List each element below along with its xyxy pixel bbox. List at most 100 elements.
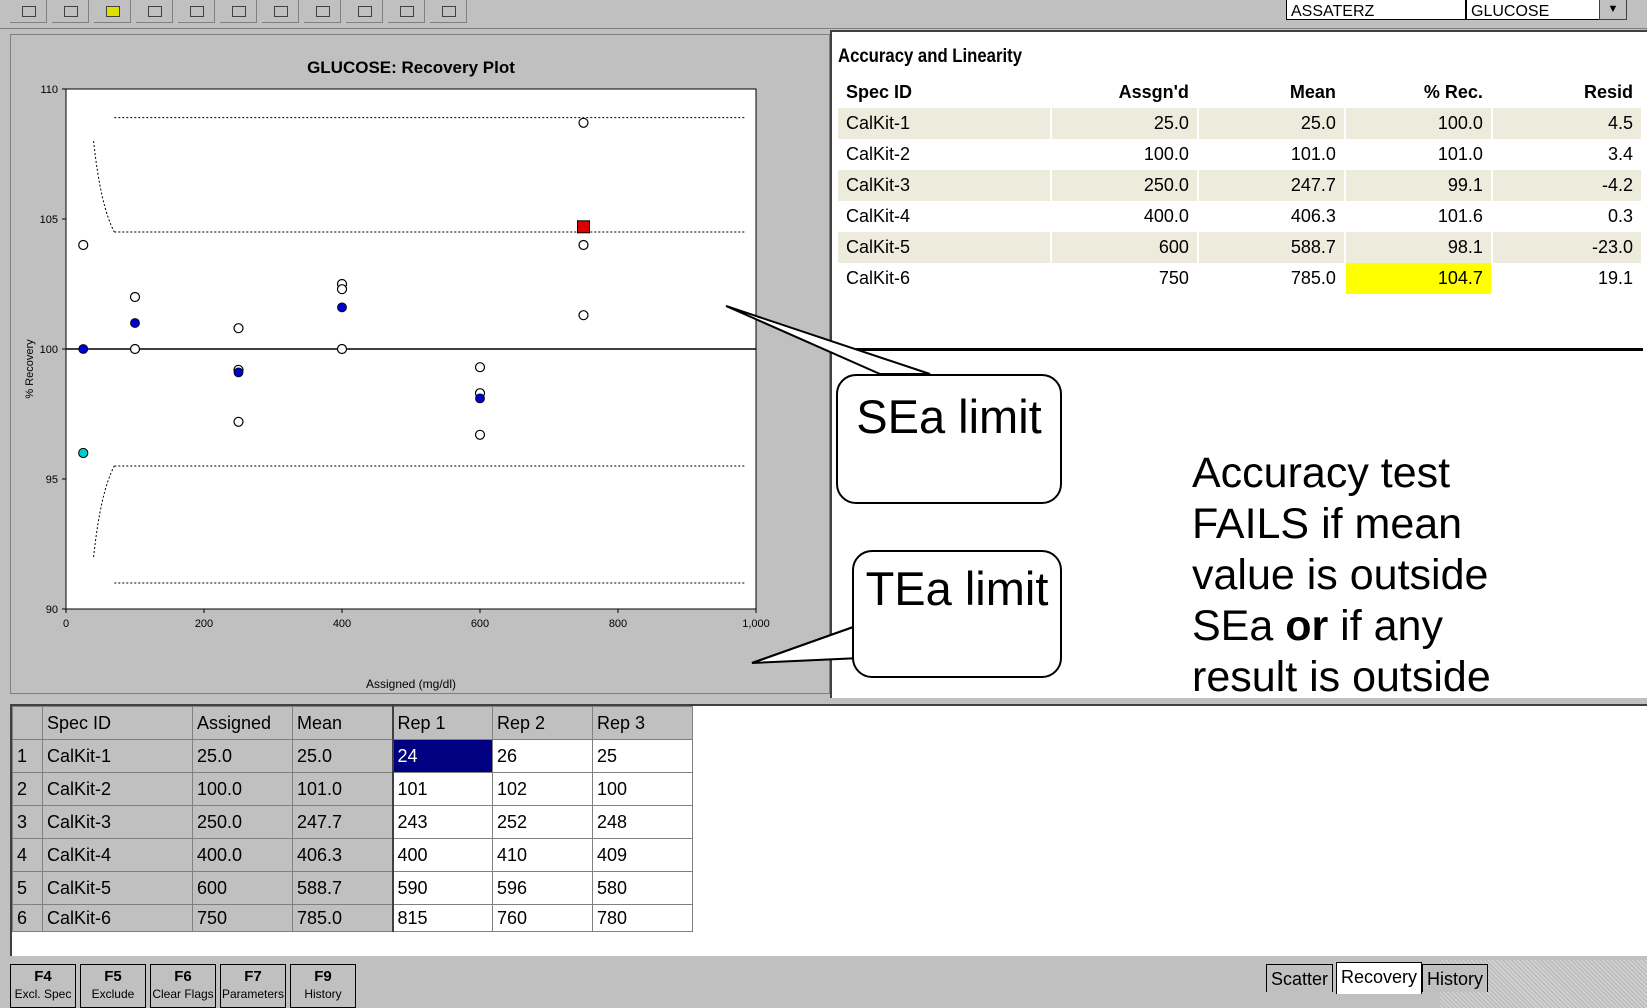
grid-header-cell[interactable]: Rep 1	[392, 706, 493, 740]
grid-header-row: Spec ID Assigned Mean Rep 1 Rep 2 Rep 3	[12, 706, 693, 740]
fkey-label: History	[304, 987, 342, 1001]
accuracy-cell: 750	[1050, 263, 1199, 294]
sea-lower-flare	[93, 465, 115, 558]
preview-icon[interactable]	[262, 0, 299, 23]
sea-upper-flare	[93, 140, 115, 233]
accuracy-header-cell: Assgn'd	[1050, 76, 1199, 108]
grid-header-cell[interactable]: Rep 2	[492, 706, 593, 740]
tab-scatter[interactable]: Scatter	[1266, 964, 1334, 992]
fkey-f5-button[interactable]: F5 Exclude	[80, 964, 146, 1008]
replicate-input-cell[interactable]: 780	[592, 904, 693, 932]
replicate-input-cell[interactable]: 580	[592, 871, 693, 905]
accuracy-cell: 600	[1050, 232, 1199, 263]
chevron-down-icon[interactable]: ▼	[1599, 0, 1627, 20]
mean-point	[337, 302, 347, 313]
accuracy-row: CalKit-1 25.0 25.0 100.0 4.5	[838, 108, 1644, 139]
analyzer-select[interactable]: ASSATERZ	[1286, 0, 1466, 20]
fkey-f9-button[interactable]: F9 History	[290, 964, 356, 1008]
fkey-key: F7	[244, 968, 262, 985]
grid-cell: 250.0	[192, 805, 293, 839]
grid-header-cell[interactable]	[12, 706, 43, 740]
tab-recovery[interactable]: Recovery	[1336, 962, 1423, 994]
arrow-icon[interactable]	[388, 0, 425, 23]
grid-cell: 785.0	[292, 904, 394, 932]
x-tick-label: 200	[195, 618, 213, 630]
replicate-point	[78, 239, 89, 251]
grid-cell: 4	[12, 838, 43, 872]
accuracy-table: Spec ID Assgn'd Mean% Rec. Resid CalKit-1 25.…	[838, 76, 1644, 294]
replicate-point	[578, 117, 589, 128]
copy-icon[interactable]	[178, 0, 215, 23]
replicate-input-cell[interactable]: 25	[592, 739, 693, 773]
x-tick-label: 0	[63, 618, 69, 630]
fkey-label: Parameters	[221, 987, 285, 1001]
tea-callout-text: TEa limit	[865, 562, 1049, 615]
fkey-f7-button[interactable]: F7 Parameters	[220, 964, 286, 1008]
replicate-point	[578, 310, 589, 321]
table-icon[interactable]	[304, 0, 341, 23]
replicate-input-cell[interactable]: 248	[592, 805, 693, 839]
grid-row: 3 CalKit-3 250.0 247.7 243 252 248	[12, 805, 693, 839]
replicate-input-cell[interactable]: 100	[592, 772, 693, 806]
accuracy-cell: CalKit-4	[838, 201, 1052, 232]
fkey-label: Excl. Spec	[14, 987, 72, 1001]
replicate-input-cell[interactable]: 243	[392, 805, 493, 839]
replicate-input-cell[interactable]: 252	[492, 805, 593, 839]
grid-header-cell[interactable]: Rep 3	[592, 706, 693, 740]
grid-header-cell[interactable]: Assigned	[192, 706, 293, 740]
replicate-input-cell[interactable]: 101	[392, 772, 493, 806]
new-icon[interactable]	[10, 0, 47, 23]
replicate-input-cell[interactable]: 24	[392, 739, 493, 773]
grid-cell: CalKit-3	[42, 805, 193, 839]
replicate-point	[129, 343, 141, 355]
accuracy-cell: 100.0	[1050, 139, 1199, 170]
grid-cell: 588.7	[292, 871, 394, 905]
grid-cell: 3	[12, 805, 43, 839]
grid-icon[interactable]	[136, 0, 173, 23]
print-icon[interactable]	[220, 0, 257, 23]
calc-icon[interactable]	[346, 0, 383, 23]
replicate-input-cell[interactable]: 409	[592, 838, 693, 872]
accuracy-cell: 25.0	[1050, 108, 1199, 139]
help-icon[interactable]	[430, 0, 467, 23]
sea-callout: SEa limit	[836, 374, 1062, 504]
grid-header-cell[interactable]: Spec ID	[42, 706, 193, 740]
chart-title: GLUCOSE: Recovery Plot	[307, 58, 515, 77]
accuracy-cell: 101.0	[1197, 139, 1346, 170]
accuracy-cell: CalKit-3	[838, 170, 1052, 201]
replicate-input-cell[interactable]: 102	[492, 772, 593, 806]
fkey-f4-button[interactable]: F4 Excl. Spec	[10, 964, 76, 1008]
replicate-input-cell[interactable]: 26	[492, 739, 593, 773]
fkey-key: F6	[174, 968, 192, 985]
grid-row: 2 CalKit-2 100.0 101.0 101 102 100	[12, 772, 693, 806]
mean-point	[78, 344, 89, 354]
tea-callout: TEa limit	[852, 550, 1062, 678]
divider	[838, 348, 1643, 351]
replicate-point	[474, 362, 486, 373]
mean-point	[130, 318, 140, 328]
accuracy-row: CalKit-2 100.0 101.0 101.0 3.4	[838, 139, 1644, 170]
fkey-f6-button[interactable]: F6 Clear Flags	[150, 964, 216, 1008]
accuracy-cell: 101.6	[1344, 201, 1493, 232]
highlighted-cell: 104.7	[1344, 263, 1493, 294]
replicate-input-cell[interactable]: 760	[492, 904, 593, 932]
replicate-point	[474, 429, 486, 440]
analyte-select[interactable]: GLUCOSE	[1466, 0, 1600, 20]
replicate-input-cell[interactable]: 590	[392, 871, 493, 905]
accuracy-cell: 400.0	[1050, 201, 1199, 232]
replicate-point	[233, 416, 244, 427]
replicate-input-cell[interactable]: 410	[492, 838, 593, 872]
grid-row: 1 CalKit-1 25.0 25.0 24 26 25	[12, 739, 693, 773]
open-icon[interactable]	[52, 0, 89, 23]
replicate-input-cell[interactable]: 815	[392, 904, 493, 932]
grid-cell: CalKit-6	[42, 904, 193, 932]
accuracy-cell: 4.5	[1491, 108, 1644, 139]
grid-cell: 2	[12, 772, 43, 806]
replicate-input-cell[interactable]: 400	[392, 838, 493, 872]
replicate-input-cell[interactable]: 596	[492, 871, 593, 905]
save-icon[interactable]	[94, 0, 131, 23]
note-bold: or	[1285, 602, 1329, 650]
grid-cell: CalKit-1	[42, 739, 193, 773]
grid-header-cell[interactable]: Mean	[292, 706, 394, 740]
tab-history[interactable]: History	[1422, 964, 1489, 992]
